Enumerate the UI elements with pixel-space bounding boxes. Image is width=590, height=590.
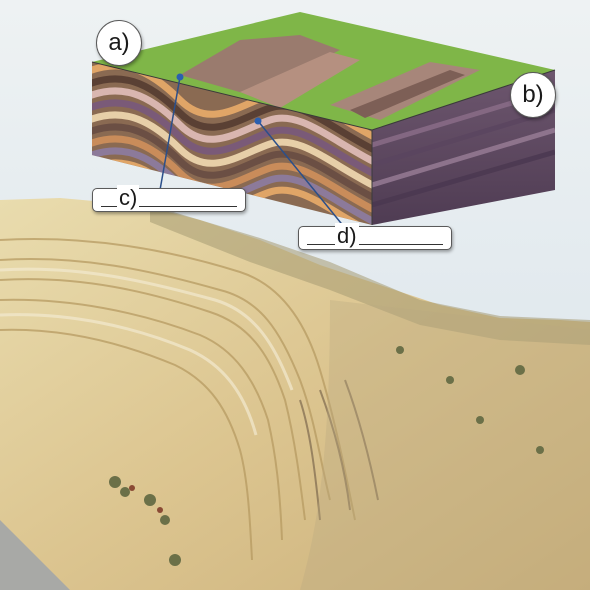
pointer-d: [257, 120, 346, 229]
answer-label-c: c): [117, 185, 140, 211]
label-b-text: b): [522, 81, 544, 108]
answer-line-d: [307, 244, 443, 245]
label-a-text: a): [108, 29, 130, 56]
answer-line-c: [101, 206, 237, 207]
pointer-d-dot: [254, 117, 262, 125]
fold-block-diagram: [91, 12, 556, 229]
label-b: b): [510, 72, 556, 118]
pointer-c-dot: [176, 73, 184, 81]
pointer-c: [159, 76, 181, 191]
answer-box-c[interactable]: c): [92, 185, 246, 212]
rock-hillside-photo: [0, 198, 590, 590]
label-a: a): [96, 20, 142, 66]
answer-label-d: d): [335, 223, 359, 249]
answer-box-d[interactable]: d): [298, 223, 452, 250]
